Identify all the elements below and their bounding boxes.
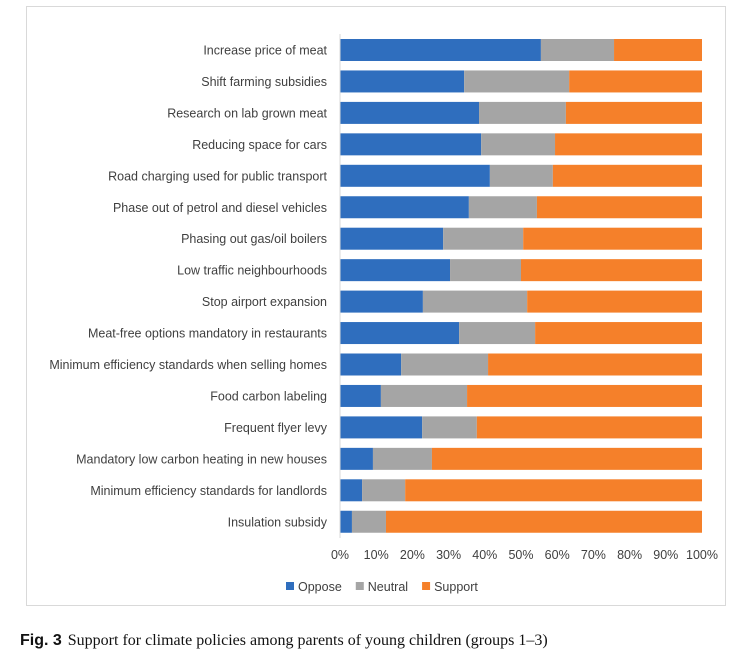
bar-oppose xyxy=(340,353,402,376)
category-label: Frequent flyer levy xyxy=(224,421,328,435)
bar-support xyxy=(552,164,702,187)
bar-neutral xyxy=(450,259,521,282)
bar-neutral xyxy=(362,479,406,502)
bar-neutral xyxy=(459,322,536,345)
category-label: Phase out of petrol and diesel vehicles xyxy=(113,201,327,215)
bar-support xyxy=(555,133,702,156)
bar-neutral xyxy=(443,227,524,250)
bar-oppose xyxy=(340,227,444,250)
bar-neutral xyxy=(464,70,570,93)
x-tick-label: 10% xyxy=(364,548,389,562)
bar-support xyxy=(536,196,702,219)
bar-support xyxy=(431,447,702,470)
caption-text: Support for climate policies among paren… xyxy=(67,632,548,649)
bar-support xyxy=(467,384,702,407)
bar-support xyxy=(523,227,702,250)
bar-support xyxy=(569,70,702,93)
category-label: Minimum efficiency standards for landlor… xyxy=(90,484,327,498)
category-label: Mandatory low carbon heating in new hous… xyxy=(76,452,327,466)
bar-neutral xyxy=(481,133,556,156)
legend-swatch-support xyxy=(422,582,431,590)
x-tick-label: 100% xyxy=(686,548,718,562)
bar-support xyxy=(521,259,702,282)
bar-oppose xyxy=(340,447,373,470)
category-label: Meat-free options mandatory in restauran… xyxy=(88,327,327,341)
legend-label-oppose: Oppose xyxy=(298,580,342,594)
bar-neutral xyxy=(422,290,528,313)
bar-neutral xyxy=(401,353,489,376)
bar-support xyxy=(488,353,702,376)
category-label: Insulation subsidy xyxy=(228,515,328,529)
bar-oppose xyxy=(340,164,490,187)
bar-support xyxy=(614,39,702,61)
x-tick-label: 50% xyxy=(508,548,533,562)
bar-oppose xyxy=(340,196,469,219)
bar-neutral xyxy=(479,101,566,124)
figure-caption: Fig. 3 Support for climate policies among… xyxy=(20,632,548,650)
bar-neutral xyxy=(351,510,386,533)
legend-swatch-neutral xyxy=(355,582,364,590)
bar-support xyxy=(535,322,702,345)
bar-support xyxy=(527,290,702,313)
bar-oppose xyxy=(340,259,451,282)
bar-neutral xyxy=(489,164,553,187)
x-tick-label: 0% xyxy=(331,548,349,562)
bar-neutral xyxy=(372,447,432,470)
category-label: Phasing out gas/oil boilers xyxy=(181,232,327,246)
bar-oppose xyxy=(340,322,460,345)
x-tick-label: 70% xyxy=(581,548,606,562)
bar-oppose xyxy=(340,479,363,502)
category-label: Low traffic neighbourhoods xyxy=(177,264,327,278)
legend-label-support: Support xyxy=(434,580,478,594)
bar-neutral xyxy=(468,196,537,219)
bar-oppose xyxy=(340,39,541,61)
x-tick-label: 30% xyxy=(436,548,461,562)
bar-oppose xyxy=(340,70,465,93)
category-label: Shift farming subsidies xyxy=(201,75,327,89)
category-label: Food carbon labeling xyxy=(210,389,327,403)
x-tick-label: 40% xyxy=(472,548,497,562)
legend-swatch-oppose xyxy=(286,582,294,590)
bar-neutral xyxy=(540,39,615,61)
category-label: Road charging used for public transport xyxy=(108,169,327,183)
chart-frame xyxy=(26,6,726,606)
bar-support xyxy=(385,510,702,533)
bar-oppose xyxy=(340,416,423,439)
bar-oppose xyxy=(340,133,482,156)
x-tick-label: 80% xyxy=(617,548,642,562)
bar-support xyxy=(565,101,702,124)
stacked-bar-chart: Increase price of meat Shift farming subs… xyxy=(49,34,718,594)
bar-support xyxy=(405,479,702,502)
x-tick-label: 90% xyxy=(653,548,678,562)
caption-label: Fig. 3 xyxy=(20,632,62,649)
x-tick-label: 60% xyxy=(545,548,570,562)
x-tick-label: 20% xyxy=(400,548,425,562)
bar-support xyxy=(476,416,702,439)
category-label: Stop airport expansion xyxy=(202,295,327,309)
category-label: Research on lab grown meat xyxy=(167,106,327,120)
legend-label-neutral: Neutral xyxy=(368,580,408,594)
bar-oppose xyxy=(340,510,352,533)
category-label: Minimum efficiency standards when sellin… xyxy=(49,358,327,372)
category-label: Reducing space for cars xyxy=(192,138,327,152)
category-label: Increase price of meat xyxy=(203,44,327,58)
bar-oppose xyxy=(340,290,423,313)
bar-neutral xyxy=(422,416,477,439)
bar-oppose xyxy=(340,384,381,407)
bar-oppose xyxy=(340,101,480,124)
bar-neutral xyxy=(380,384,468,407)
